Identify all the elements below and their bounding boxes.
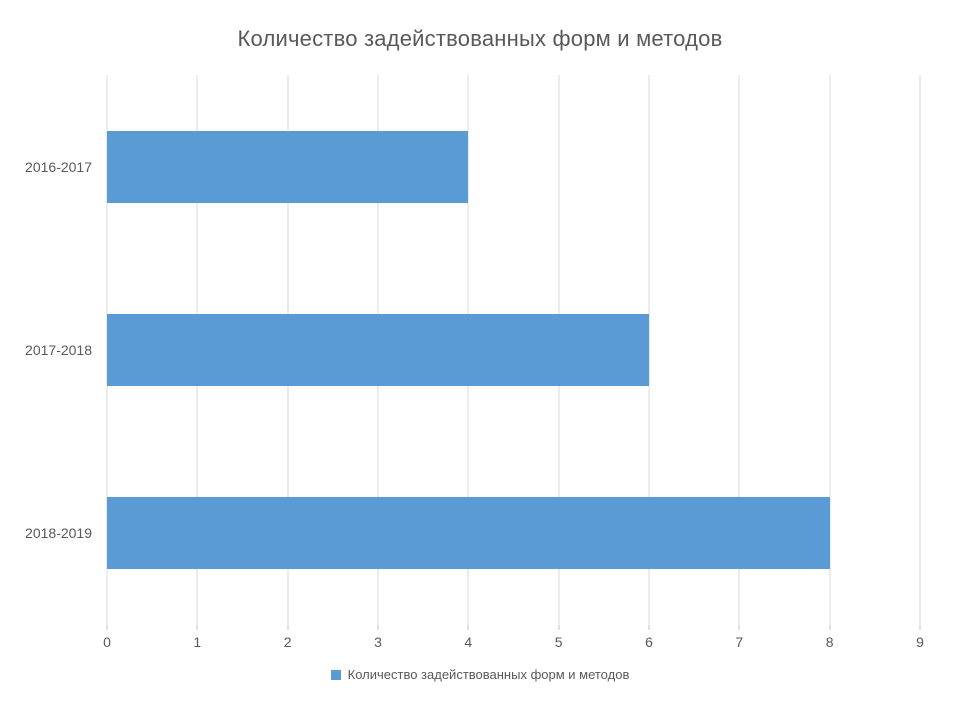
gridline: [919, 75, 921, 625]
bars: [107, 75, 920, 625]
axis-tick: [919, 625, 921, 630]
gridline: [648, 75, 650, 625]
x-axis-labels: 0 1 2 3 4 5 6 7 8 9: [103, 634, 924, 654]
axis-tick: [829, 625, 831, 630]
x-axis-tick-label: 6: [645, 634, 653, 650]
legend-swatch-icon: [330, 669, 341, 680]
legend: Количество задействованных форм и методо…: [0, 667, 960, 682]
legend-label: Количество задействованных форм и методо…: [347, 667, 630, 682]
chart-title: Количество задействованных форм и методо…: [237, 26, 723, 51]
axis-tick: [196, 625, 198, 630]
y-axis-category-label: 2018-2019: [25, 525, 92, 542]
bar-row: [107, 442, 920, 625]
bar-2017-2018: [107, 313, 649, 386]
x-axis-tick-label: 9: [916, 634, 924, 650]
axis-tick: [648, 625, 650, 630]
x-axis-tick-label: 3: [374, 634, 382, 650]
axis-tick: [738, 625, 740, 630]
x-axis-tick-label: 8: [825, 634, 834, 650]
x-axis-tick-label: 0: [103, 634, 111, 650]
x-axis-tick-label: 2: [283, 634, 292, 650]
bar-row: [107, 75, 920, 258]
axis-tick: [287, 625, 289, 630]
axis-tick: [467, 625, 469, 630]
y-axis-category-label: 2016-2017: [25, 158, 92, 175]
bar-2018-2019: [107, 497, 830, 570]
axis-tick: [558, 625, 560, 630]
x-axis-tick-label: 1: [193, 634, 202, 650]
gridline: [829, 75, 831, 625]
bar-2016-2017: [107, 130, 469, 203]
x-axis-tick-label: 5: [554, 634, 563, 650]
y-axis-category-label: 2017-2018: [25, 341, 92, 358]
x-axis-tick-label: 7: [735, 634, 744, 650]
axis-tick: [106, 625, 108, 630]
plot-area: [106, 75, 921, 630]
bar-row: [107, 258, 920, 441]
x-axis-tick-label: 4: [464, 634, 473, 650]
y-axis-labels: 2016-2017 2017-2018 2018-2019: [0, 75, 92, 625]
axis-tick: [377, 625, 379, 630]
gridline: [738, 75, 740, 625]
